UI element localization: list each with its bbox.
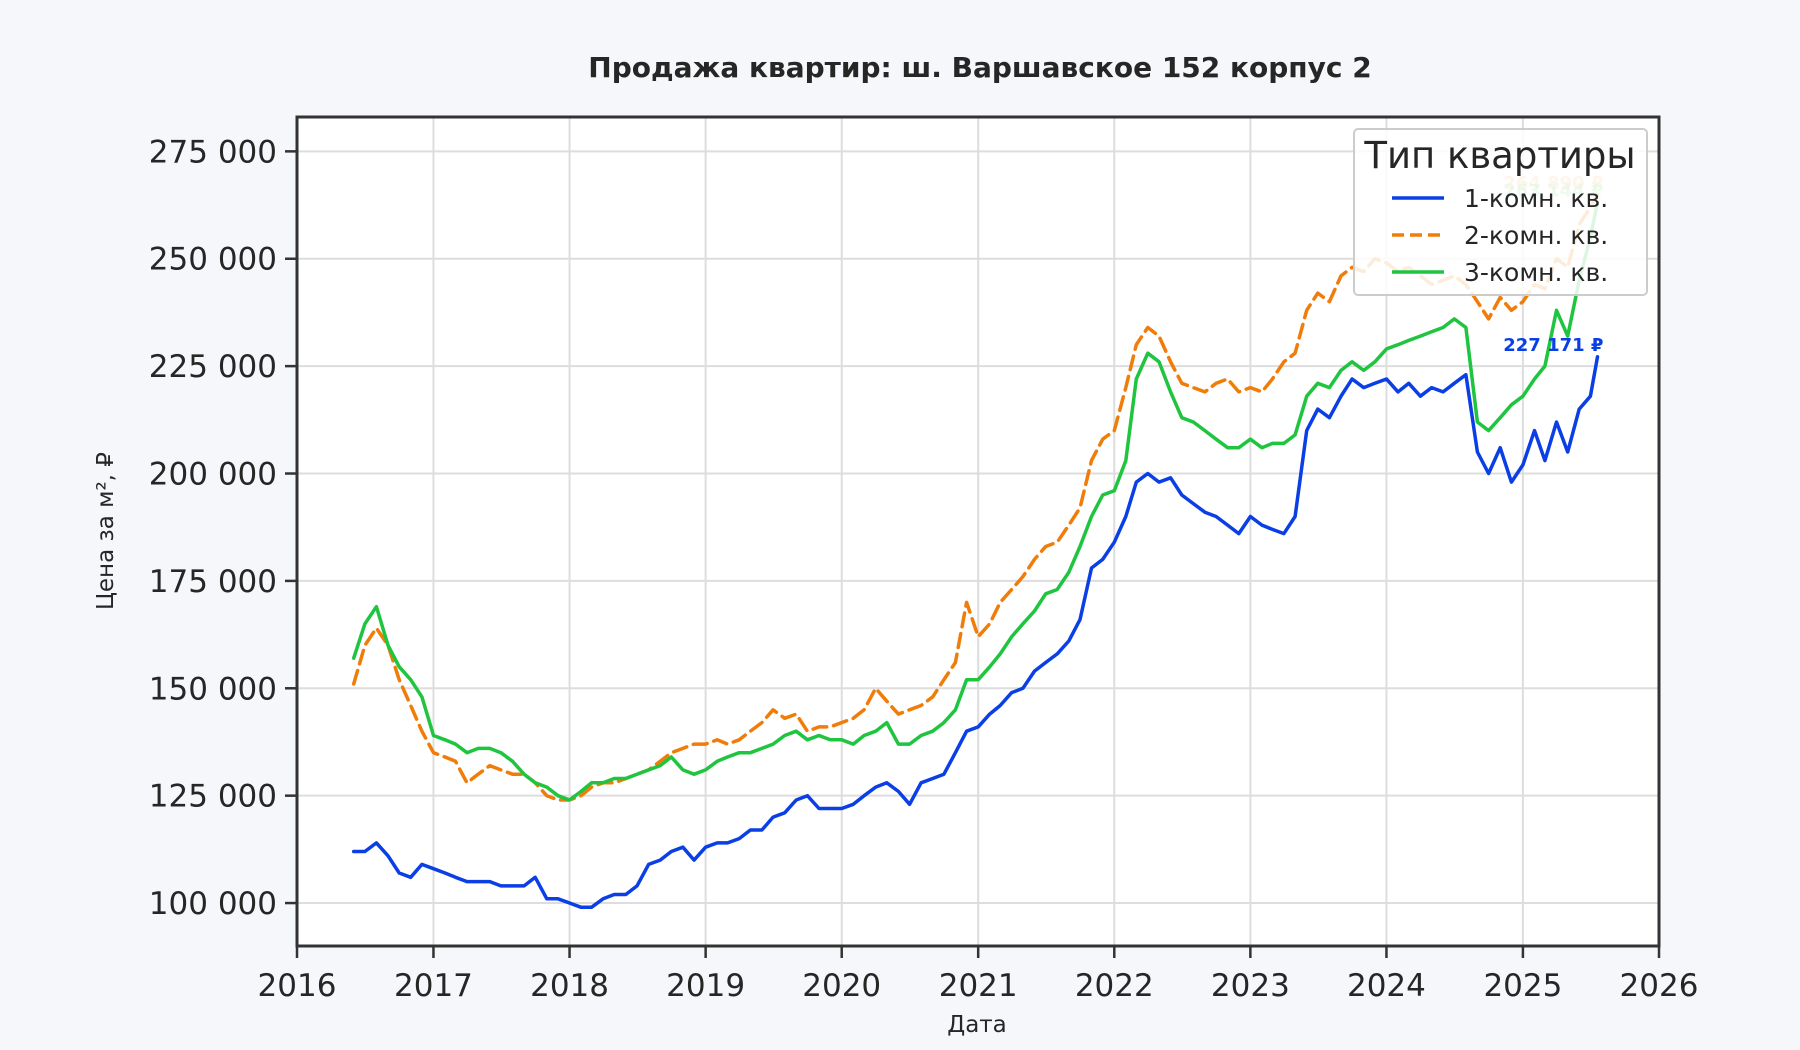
y-tick-label: 175 000 [149, 564, 277, 600]
x-tick-label: 2024 [1347, 968, 1426, 1004]
x-tick-label: 2018 [530, 968, 609, 1004]
x-tick-label: 2023 [1211, 968, 1290, 1004]
legend-label-2room: 2-комн. кв. [1464, 221, 1608, 250]
y-tick-label: 100 000 [149, 886, 277, 922]
y-tick-label: 275 000 [149, 134, 277, 170]
legend-label-1room: 1-комн. кв. [1464, 184, 1608, 213]
y-tick-label: 150 000 [149, 671, 277, 707]
chart-title: Продажа квартир: ш. Варшавское 152 корпу… [588, 51, 1371, 84]
x-tick-label: 2022 [1075, 968, 1154, 1004]
x-tick-label: 2021 [939, 968, 1018, 1004]
series-line-3room [351, 200, 1600, 802]
y-axis-label: Цена за м², ₽ [93, 452, 119, 610]
series-line-1room [351, 355, 1600, 910]
x-axis: 2016 2017 2018 2019 2020 2021 2022 2023 2024 2025… [258, 946, 1699, 1004]
y-tick-label: 250 000 [149, 242, 277, 278]
legend-box [1353, 128, 1648, 296]
x-tick-label: 2025 [1483, 968, 1562, 1004]
legend-label-3room: 3-комн. кв. [1464, 258, 1608, 287]
y-tick-label: 225 000 [149, 349, 277, 385]
y-axis: 100 000 125 000 150 000 175 000 200 000 225 0… [149, 134, 297, 922]
legend-title: Тип квартиры [1363, 134, 1635, 177]
x-tick-label: 2019 [666, 968, 745, 1004]
y-tick-label: 125 000 [149, 779, 277, 815]
y-tick-label: 200 000 [149, 457, 277, 493]
x-tick-label: 2020 [802, 968, 881, 1004]
x-tick-label: 2016 [258, 968, 337, 1004]
x-tick-label: 2026 [1620, 968, 1699, 1004]
x-axis-label: Дата [947, 1012, 1007, 1038]
end-label-1room: 227 171 ₽ [1503, 335, 1603, 356]
x-tick-label: 2017 [394, 968, 473, 1004]
legend: Тип квартиры 1-комн. кв. 2-комн. кв. 3-к… [1353, 128, 1648, 296]
